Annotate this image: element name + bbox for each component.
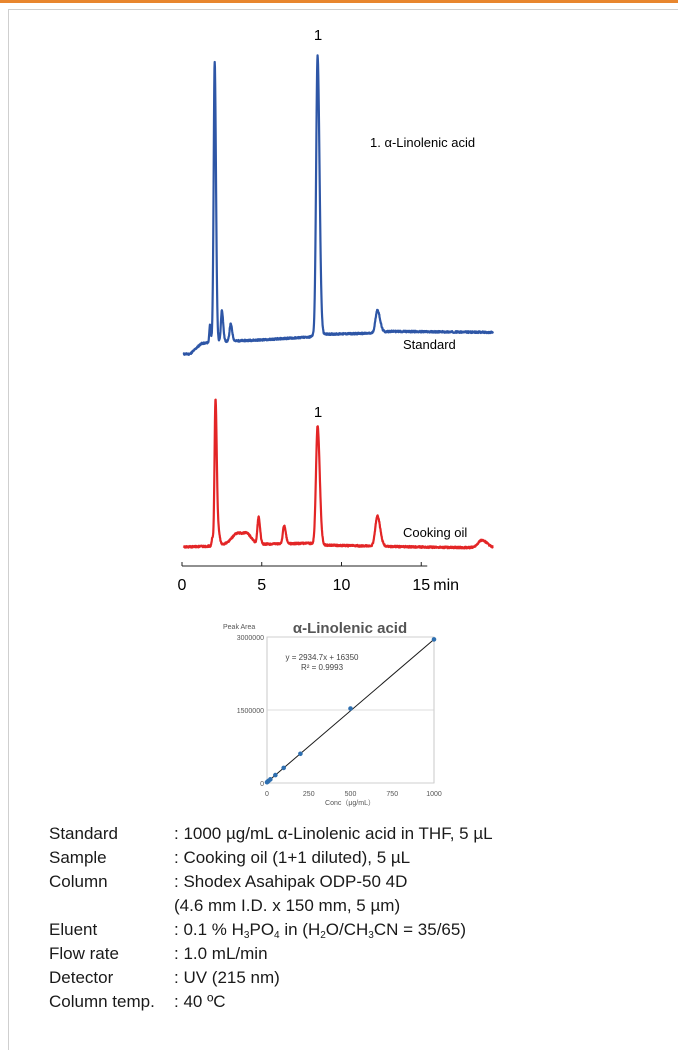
eluent-subscript: 3 [243,930,250,941]
condition-label: Detector [49,968,114,987]
condition-label: Flow rate [49,944,119,963]
calib-y-label: Peak Area [223,624,255,631]
compound-legend: 1. α-Linolenic acid [370,135,475,150]
calibration-chart: α-Linolenic acid Peak Area 0 1500000 30000… [223,620,442,807]
condition-value: : 1.0 mL/min [174,944,268,963]
calib-data-point [431,637,437,642]
peak-label-standard: 1 [314,27,322,44]
calib-equation: y = 2934.7x + 16350 [286,653,360,662]
series-label-cooking-oil: Cooking oil [403,525,467,540]
eluent-text: PO [249,920,275,939]
condition-label: Standard [49,824,118,843]
eluent-subscript: 3 [368,930,374,941]
calib-y-tick-label: 0 [260,781,264,788]
eluent-subscript: 4 [274,930,280,941]
calib-title: α-Linolenic acid [293,620,407,637]
series-label-standard: Standard [403,337,456,352]
calib-data-point [268,777,273,782]
condition-value: : Shodex Asahipak ODP-50 4D [174,872,408,891]
condition-value-eluent: : 0.1 % H3PO4 in (H2O/CH3CN = 35/65) [174,919,466,941]
chromatogram-trace-cooking-oil [182,398,494,550]
condition-label: Column temp. [49,992,155,1011]
chromatogram-chart: 1 1 1. α-Linolenic acid Standard Cooking… [178,27,494,594]
content-frame [8,9,678,1050]
eluent-text: O/CH [325,920,369,939]
calib-y-tick-label: 3000000 [237,635,264,642]
calib-r-squared: R² = 0.9993 [301,663,344,672]
peak-label-cooking-oil: 1 [314,404,322,421]
calib-x-tick-label: 500 [345,791,357,798]
condition-label: Sample [49,848,107,867]
eluent-text: in (H [279,920,321,939]
calib-x-tick-label: 0 [265,791,269,798]
calib-data-point [298,751,303,757]
eluent-text: : 0.1 % H [174,920,244,939]
x-tick-label: 15 [412,577,430,594]
x-unit-label: min [433,577,459,594]
x-tick-label: 5 [257,577,266,594]
eluent-text: CN = 35/65) [373,920,466,939]
calib-data-point [281,765,287,771]
calib-x-tick-label: 1000 [426,791,442,798]
calib-x-label: Conc（μg/mL） [325,799,375,807]
calib-data-point [273,772,278,778]
calib-x-tick-label: 750 [386,791,398,798]
condition-label: Column [49,872,108,891]
x-tick-label: 0 [178,577,187,594]
condition-value: : Cooking oil (1+1 diluted), 5 µL [174,848,411,867]
condition-value: : UV (215 nm) [174,968,280,987]
x-tick-label: 10 [333,577,351,594]
chromatogram-trace-standard [182,54,494,356]
calib-data-point [348,706,353,711]
condition-value: : 40 ºC [174,992,226,1011]
condition-value: (4.6 mm I.D. x 150 mm, 5 µm) [174,896,401,915]
condition-label: Eluent [49,920,98,939]
chromatogram-x-axis: 0 5 10 15 min [178,562,459,594]
calib-y-tick-label: 1500000 [237,708,264,715]
calib-x-tick-label: 250 [303,791,315,798]
top-accent-bar [0,0,678,3]
condition-value: : 1000 µg/mL α-Linolenic acid in THF, 5 … [174,824,493,843]
eluent-subscript: 2 [320,930,326,941]
